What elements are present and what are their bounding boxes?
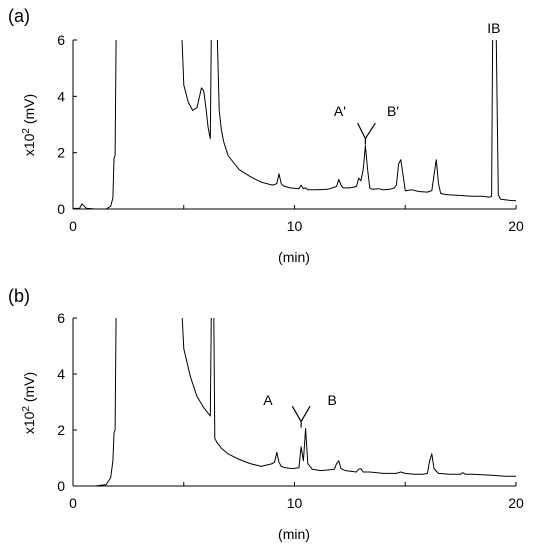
y-tick-label: 4 — [57, 366, 65, 382]
peak-annotation: A' — [334, 103, 346, 119]
peak-bracket — [291, 405, 311, 428]
peak-annotation: A — [263, 392, 273, 408]
y-tick-label: 6 — [57, 310, 65, 326]
x-axis-title: (min) — [278, 526, 310, 542]
y-tick-label: 0 — [57, 201, 65, 217]
chromatogram-trace — [73, 40, 516, 210]
panel-label: (b) — [8, 286, 30, 306]
x-tick-label: 10 — [287, 218, 303, 234]
peak-annotation: B — [327, 392, 336, 408]
peak-bracket — [357, 122, 376, 145]
y-tick-label: 2 — [57, 145, 65, 161]
y-tick-label: 2 — [57, 422, 65, 438]
panel-label: (a) — [8, 6, 30, 26]
y-tick-label: 0 — [57, 478, 65, 494]
y-axis-title: x102 (mV) — [21, 372, 37, 434]
y-tick-label: 4 — [57, 88, 65, 104]
x-tick-label: 10 — [287, 495, 303, 511]
peak-annotation: IB — [487, 20, 500, 36]
peak-annotation: B' — [387, 103, 399, 119]
chromatogram-trace — [73, 318, 516, 487]
x-tick-label: 20 — [508, 218, 524, 234]
x-tick-label: 0 — [69, 218, 77, 234]
x-tick-label: 20 — [508, 495, 524, 511]
y-axis-title: x102 (mV) — [21, 94, 37, 156]
chart-panel-a: (a) x102 (mV) (min) 0 2 4 6 0 10 20 A' B' IB — [8, 6, 524, 265]
y-tick-label: 6 — [57, 32, 65, 48]
x-tick-label: 0 — [69, 495, 77, 511]
x-axis-title: (min) — [278, 249, 310, 265]
chart-panel-b: (b) x102 (mV) (min) 0 2 4 6 0 10 20 A B — [8, 286, 524, 542]
